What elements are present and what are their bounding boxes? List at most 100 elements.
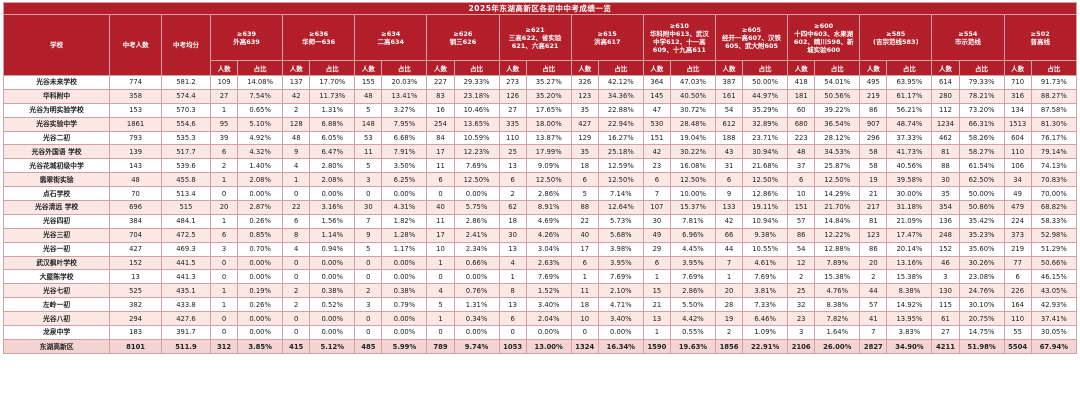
cell-school: 华科附中 [2,88,111,104]
cell-ratio: 10.94% [742,213,789,229]
cell-candidates: 153 [109,102,162,118]
cell-ratio: 87.58% [1030,102,1078,118]
cell-count: 495 [859,75,888,90]
cell-ratio: 2.86% [453,213,500,229]
cell-count: 418 [787,75,816,90]
cell-count: 604 [1003,130,1032,146]
cell-count: 485 [354,338,383,355]
cell-count: 110 [498,130,527,146]
cell-average: 469.3 [160,241,211,257]
cell-ratio: 12.64% [597,200,644,215]
cell-count: 5 [354,241,383,257]
header-row-groups: 学校 中考人数 中考均分 ≥639 外高639 ≥636 华师一636 ≥634 二… [2,14,1077,76]
cell-ratio: 44.97% [742,88,789,104]
cell-school: 光谷四初 [2,213,111,229]
cell-ratio: 1.31% [309,102,356,118]
cell-count: 128 [282,116,311,132]
cell-average: 484.1 [160,213,211,229]
cell-ratio: 0.00% [381,311,428,327]
cell-count: 15 [642,283,672,299]
cell-count: 6 [714,172,744,188]
cell-count: 1324 [570,338,599,355]
cell-average: 513.4 [160,186,211,202]
cell-candidates: 183 [109,325,162,340]
cell-ratio: 74.13% [1030,158,1078,174]
cell-ratio: 81.30% [1030,116,1078,132]
cell-candidates: 704 [109,227,162,243]
cell-ratio: 36.54% [814,116,861,132]
cell-ratio: 35.20% [525,88,572,104]
cell-count: 5 [570,186,599,202]
cell-count: 217 [859,200,888,215]
cell-average: 441.3 [160,269,211,285]
cell-count: 9 [354,227,383,243]
cell-ratio: 16.08% [670,158,716,174]
cell-ratio: 23.08% [958,269,1005,285]
cell-school: 光谷清远 学校 [2,200,111,215]
header-group: ≥626 钢三626 [426,14,500,61]
cell-ratio: 34.36% [597,88,644,104]
cell-ratio: 41.73% [886,144,933,160]
cell-ratio: 15.38% [886,269,933,285]
cell-ratio: 37.33% [886,130,933,146]
header-count: 人数 [642,60,672,76]
header-ratio: 占比 [1030,60,1078,76]
cell-count: 0 [209,186,239,202]
cell-ratio: 40.50% [670,88,716,104]
cell-count: 161 [714,88,744,104]
cell-ratio: 17.70% [309,75,356,90]
header-ratio: 占比 [525,60,572,76]
cell-count: 61 [931,311,960,327]
cell-ratio: 15.37% [670,200,716,215]
cell-count: 0 [282,255,311,271]
cell-count: 415 [282,338,311,355]
cell-ratio: 0.00% [309,325,356,340]
cell-ratio: 3.85% [237,338,284,355]
cell-ratio: 35.42% [958,213,1005,229]
cell-average: 511.9 [160,338,211,355]
table-row: 光谷花城初级中学 143 539.6 2 1.40% 4 2.80% 5 3.50% 11 7.69… [2,158,1078,174]
cell-count: 387 [714,75,744,90]
cell-count: 188 [714,130,744,146]
cell-ratio: 30.26% [958,255,1005,271]
cell-school: 光谷未来学校 [2,75,111,90]
cell-ratio: 12.88% [814,241,861,257]
cell-candidates: 294 [109,311,162,327]
cell-ratio: 4.69% [525,213,572,229]
cell-ratio: 78.21% [958,88,1005,104]
cell-ratio: 25.87% [814,158,861,174]
cell-count: 4211 [931,338,960,355]
cell-ratio: 7.69% [670,269,716,285]
header-group: ≥621 三高622、省实验 621、六高621 [498,14,572,61]
cell-ratio: 10.55% [742,241,789,257]
cell-ratio: 7.69% [525,269,572,285]
cell-count: 30 [498,227,527,243]
cell-count: 35 [570,144,599,160]
cell-ratio: 58.33% [1030,213,1078,229]
cell-ratio: 25.18% [597,144,644,160]
cell-ratio: 26.00% [814,338,861,355]
cell-ratio: 91.73% [1030,75,1078,90]
cell-count: 18 [570,297,599,313]
header-count: 人数 [426,60,455,76]
cell-ratio: 12.50% [814,172,861,188]
cell-school: 点石学校 [2,186,111,202]
cell-ratio: 0.00% [237,269,284,285]
cell-count: 134 [1003,102,1032,118]
cell-count: 10 [426,241,455,257]
cell-ratio: 73.20% [958,102,1005,118]
table-row: 龙泉中学 183 391.7 0 0.00% 0 0.00% 0 0.00% 0 0.00% 0 0.0… [2,325,1078,340]
cell-ratio: 29.33% [453,75,500,90]
cell-ratio: 0.00% [237,311,284,327]
cell-ratio: 46.15% [1030,269,1078,285]
cell-count: 2 [859,269,888,285]
cell-ratio: 12.50% [525,172,572,188]
cell-count: 53 [354,130,383,146]
cell-ratio: 2.86% [525,186,572,202]
cell-ratio: 12.86% [742,186,789,202]
table-row: 光谷八初 294 427.6 0 0.00% 0 0.00% 0 0.00% 1 0.34% 6 2.0… [2,311,1078,327]
cell-ratio: 35.23% [958,227,1005,243]
cell-ratio: 48.74% [886,116,933,132]
cell-count: 710 [1003,75,1032,90]
cell-ratio: 63.95% [886,75,933,90]
